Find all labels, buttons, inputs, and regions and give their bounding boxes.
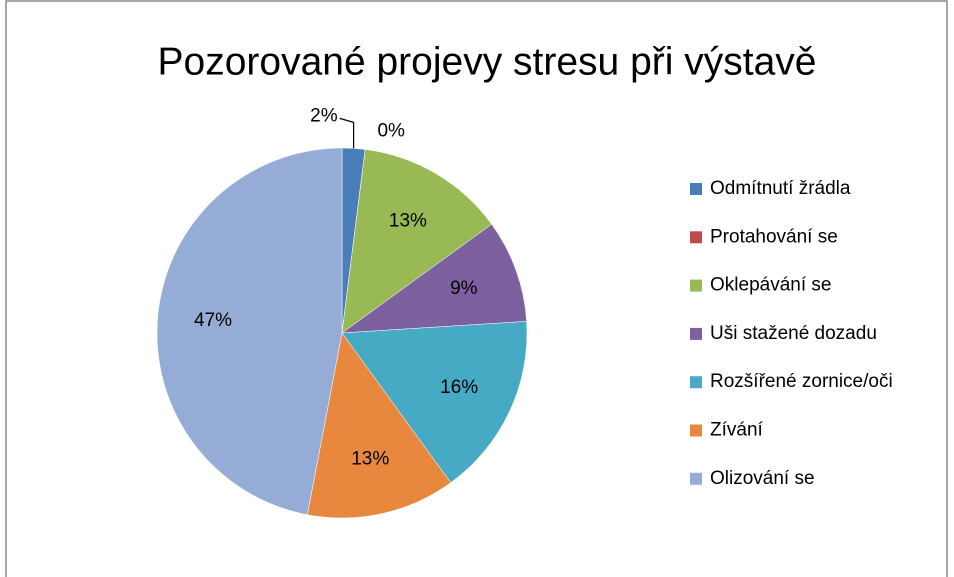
pie-slice (156, 147, 343, 516)
pie-slice (341, 321, 528, 484)
chart-title: Pozorované projevy stresu při výstavě (158, 40, 817, 83)
legend-swatch (690, 183, 702, 195)
data-label: 47% (194, 310, 232, 331)
legend-swatch (690, 279, 702, 292)
legend-swatch (690, 327, 702, 340)
legend-swatch (690, 472, 702, 485)
data-label: 16% (440, 377, 478, 398)
legend-label: Odmítnutí žrádla (710, 178, 851, 199)
data-label: 2% (310, 105, 338, 126)
legend-label: Uši stažené dozadu (710, 323, 877, 344)
leader-line (339, 117, 355, 149)
legend-swatch (690, 376, 702, 389)
data-label: 0% (377, 120, 405, 141)
legend-label: Zívání (710, 420, 764, 441)
legend-label: Oklepávání se (710, 275, 831, 296)
legend-swatch (690, 231, 702, 244)
pie-slice (341, 223, 527, 334)
legend-label: Olizování se (710, 468, 815, 489)
data-label: 9% (450, 278, 478, 299)
legend-label: Rozšířené zornice/oči (710, 371, 893, 392)
data-label: 13% (351, 448, 389, 469)
data-label: 13% (389, 211, 427, 232)
pie-slice (341, 149, 493, 334)
legend-label: Protahování se (710, 226, 838, 247)
legend-swatch (690, 424, 702, 437)
pie-slice (307, 332, 452, 519)
